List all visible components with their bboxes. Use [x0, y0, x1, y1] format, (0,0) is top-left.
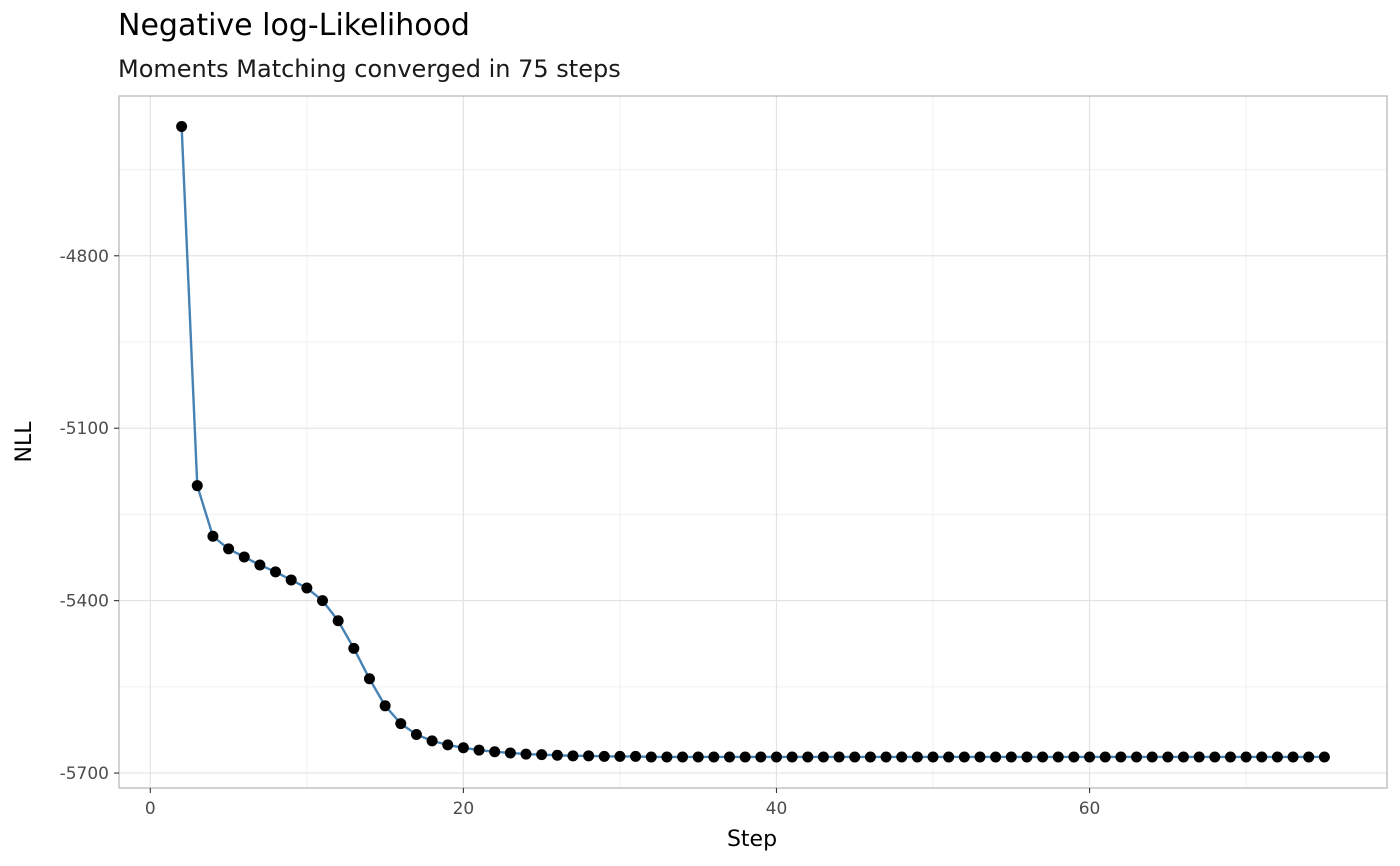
- y-tick-label: -5700: [60, 764, 109, 784]
- data-point: [1256, 751, 1268, 763]
- data-point: [1068, 751, 1080, 763]
- data-point: [1146, 751, 1158, 763]
- x-tick-label: 60: [1079, 799, 1101, 819]
- x-tick-label: 40: [766, 799, 788, 819]
- x-axis-title: Step: [727, 827, 777, 852]
- axis-ticks: 0 20 40 60 -5700 -5400 -5100 -4800: [60, 247, 1101, 819]
- y-tick-label: -4800: [60, 247, 109, 267]
- data-point: [536, 749, 548, 761]
- data-point: [410, 729, 422, 741]
- data-point: [990, 751, 1002, 763]
- data-point: [583, 750, 595, 762]
- x-tick-label: 20: [453, 799, 475, 819]
- data-point: [238, 551, 250, 563]
- data-point: [755, 751, 767, 763]
- series-layer: [176, 120, 1330, 763]
- data-point: [176, 120, 188, 132]
- data-point: [1115, 751, 1127, 763]
- data-point: [254, 559, 266, 571]
- data-point: [817, 751, 829, 763]
- data-point: [943, 751, 955, 763]
- data-point: [770, 751, 782, 763]
- data-point: [379, 700, 391, 712]
- data-point: [473, 744, 485, 756]
- data-point: [896, 751, 908, 763]
- data-point: [207, 530, 219, 542]
- data-point: [661, 751, 673, 763]
- data-point: [1162, 751, 1174, 763]
- data-point: [332, 615, 344, 627]
- data-point: [864, 751, 876, 763]
- data-point: [285, 574, 297, 586]
- data-point: [630, 750, 642, 762]
- data-point: [426, 735, 438, 747]
- y-axis-title: NLL: [12, 421, 37, 463]
- plot-panel-border: [118, 95, 1388, 789]
- data-point: [395, 718, 407, 730]
- data-point: [567, 750, 579, 762]
- data-point: [739, 751, 751, 763]
- data-point: [614, 750, 626, 762]
- data-point: [551, 749, 563, 761]
- data-point: [457, 742, 469, 754]
- chart-title: Negative log-Likelihood: [118, 8, 470, 43]
- data-point: [317, 595, 329, 607]
- data-point: [1021, 751, 1033, 763]
- data-point: [677, 751, 689, 763]
- data-point: [880, 751, 892, 763]
- data-point: [363, 673, 375, 685]
- y-tick-label: -5100: [60, 419, 109, 439]
- data-point: [1318, 751, 1330, 763]
- data-point: [833, 751, 845, 763]
- data-point: [645, 751, 657, 763]
- data-point: [1193, 751, 1205, 763]
- data-point: [1005, 751, 1017, 763]
- grid-lines: [119, 96, 1387, 788]
- data-point: [270, 566, 282, 578]
- data-point: [1224, 751, 1236, 763]
- y-tick-label: -5400: [60, 592, 109, 612]
- data-point: [442, 739, 454, 751]
- data-point: [504, 747, 516, 759]
- data-point: [223, 543, 235, 555]
- data-point: [1131, 751, 1143, 763]
- data-point: [598, 750, 610, 762]
- data-point: [708, 751, 720, 763]
- data-point: [348, 642, 360, 654]
- data-point: [520, 748, 532, 760]
- data-point: [301, 582, 313, 594]
- data-point: [1240, 751, 1252, 763]
- data-point: [958, 751, 970, 763]
- data-point: [1271, 751, 1283, 763]
- data-point: [1177, 751, 1189, 763]
- data-point: [489, 746, 501, 758]
- chart-subtitle: Moments Matching converged in 75 steps: [118, 55, 621, 83]
- x-tick-label: 0: [145, 799, 156, 819]
- data-point: [1287, 751, 1299, 763]
- data-point: [1037, 751, 1049, 763]
- data-point: [1099, 751, 1111, 763]
- data-point: [1052, 751, 1064, 763]
- data-point: [692, 751, 704, 763]
- data-point: [191, 480, 203, 492]
- data-point: [1209, 751, 1221, 763]
- series-line: [180, 126, 1325, 759]
- data-point: [974, 751, 986, 763]
- data-point: [802, 751, 814, 763]
- data-point: [724, 751, 736, 763]
- data-point: [927, 751, 939, 763]
- data-point: [911, 751, 923, 763]
- data-point: [1084, 751, 1096, 763]
- data-point: [786, 751, 798, 763]
- data-point: [849, 751, 861, 763]
- data-point: [1303, 751, 1315, 763]
